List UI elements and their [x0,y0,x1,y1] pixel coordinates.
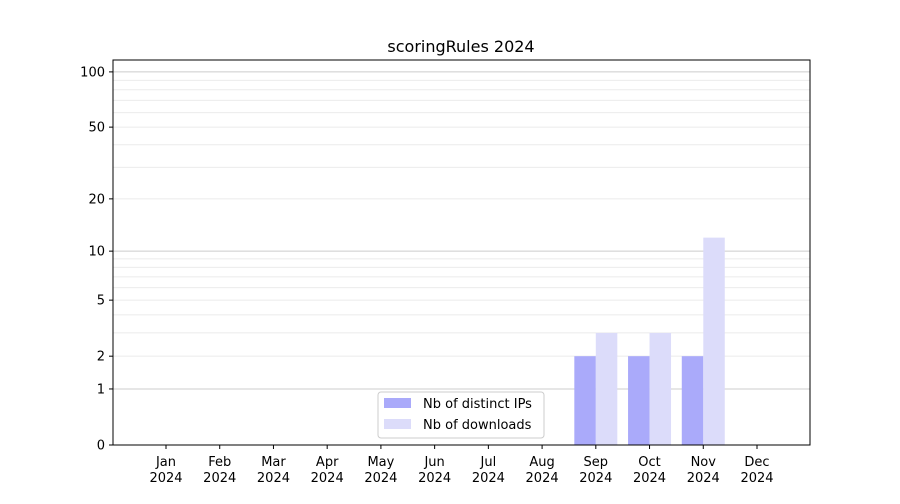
y-tick-label: 100 [80,65,105,80]
y-tick-label: 0 [97,439,105,454]
x-tick-label: 2024 [526,471,559,486]
legend-box [377,391,545,439]
x-tick-label: Sep [584,455,609,470]
legend-label: Nb of downloads [423,418,532,433]
x-tick-label: Feb [208,455,231,470]
x-tick-label: 2024 [311,471,344,486]
legend: Nb of distinct IPs Nb of downloads [377,391,545,439]
y-tick-label: 50 [88,121,105,136]
x-tick-label: Dec [744,455,769,470]
x-tick-label: 2024 [418,471,451,486]
legend-swatch [384,419,411,429]
x-tick-label: Jun [423,455,444,470]
bar-downloads [703,237,725,445]
x-tick-label: 2024 [472,471,505,486]
bar-downloads [649,332,672,445]
x-tick-label: 2024 [257,471,290,486]
legend-swatch [384,398,411,408]
x-tick-label: Oct [638,455,660,470]
x-tick-label: 2024 [149,471,182,486]
y-tick-label: 5 [97,294,105,309]
x-tick-label: 2024 [203,471,236,486]
bar-distinct-ips [574,356,596,445]
y-tick-label: 20 [88,192,105,207]
x-tick-label: Aug [529,455,554,470]
y-tick-label: 10 [88,245,105,260]
axes-frame [112,59,811,446]
x-tick-label: 2024 [687,471,720,486]
x-tick-label: Mar [261,455,286,470]
bar-downloads [595,332,618,445]
x-tick-label: 2024 [364,471,397,486]
x-tick-label: 2024 [740,471,773,486]
bar-distinct-ips [628,356,650,445]
x-tick-label: 2024 [633,471,666,486]
y-tick-label: 2 [97,350,105,365]
x-tick-label: May [367,455,394,470]
x-tick-label: Apr [316,455,339,470]
chart-title: scoringRules 2024 [387,37,534,56]
x-tick-label: 2024 [579,471,612,486]
x-tick-label: Jul [480,455,497,470]
y-tick-label: 1 [97,382,105,397]
x-tick-label: Nov [691,455,717,470]
x-tick-label: Jan [155,455,176,470]
legend-label: Nb of distinct IPs [423,397,532,412]
bar-distinct-ips [681,356,704,445]
